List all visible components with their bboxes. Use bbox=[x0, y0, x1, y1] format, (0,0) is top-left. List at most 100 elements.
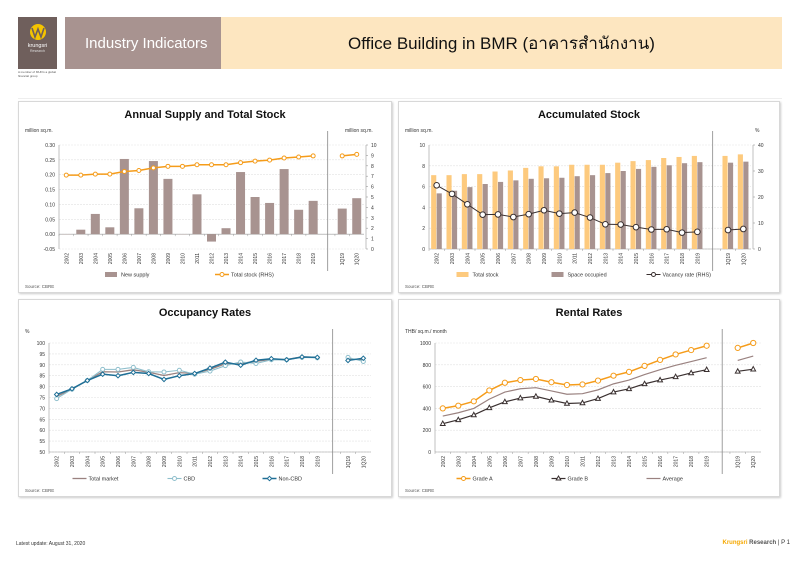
legend-cbd-label: CBD bbox=[184, 477, 196, 483]
legend-new-supply-swatch bbox=[105, 272, 117, 277]
chart-title: Occupancy Rates bbox=[158, 307, 252, 319]
x-tick-label: 2009 bbox=[549, 456, 555, 467]
y2-tick-label: 6 bbox=[371, 185, 374, 191]
point-grade-b bbox=[687, 369, 695, 376]
point-total-stock bbox=[194, 162, 200, 168]
point-vacancy-rate bbox=[571, 209, 578, 216]
y2-tick-label: 10 bbox=[371, 143, 377, 149]
line-total-stock bbox=[66, 155, 314, 176]
chart-source: Source: CBRE bbox=[25, 488, 54, 493]
chart-panel-annual-supply: Annual Supply and Total Stock million sq… bbox=[18, 101, 392, 293]
legend-non-cbd-label: Non-CBD bbox=[279, 477, 303, 483]
point-grade-b bbox=[703, 366, 710, 373]
x-tick-label: 2005 bbox=[101, 456, 107, 467]
x-tick-label: 1Q19 bbox=[736, 456, 742, 468]
bar-new-supply bbox=[90, 213, 100, 235]
point-cbd bbox=[176, 367, 182, 373]
x-tick-label: 2003 bbox=[450, 253, 456, 264]
point-grade-b bbox=[749, 365, 757, 372]
line-grade-a bbox=[442, 345, 707, 410]
footer-brand: Krungsri Research | P 1 bbox=[722, 540, 790, 546]
bar-total-stock bbox=[630, 161, 636, 249]
point-total-stock bbox=[354, 151, 360, 157]
y-axis-label: million sq.m. bbox=[25, 128, 53, 134]
y-tick-label: 100 bbox=[37, 341, 46, 347]
logo-member-text: A member of MUFG a global financial grou… bbox=[18, 70, 57, 78]
point-non-cbd bbox=[176, 372, 183, 379]
point-grade-b bbox=[672, 373, 679, 380]
point-grade-b bbox=[532, 392, 540, 399]
point-grade-b bbox=[594, 394, 602, 401]
point-vacancy-rate bbox=[617, 221, 624, 228]
point-grade-a bbox=[688, 346, 695, 354]
y-tick-label: 10 bbox=[419, 143, 425, 149]
point-total-stock bbox=[136, 167, 142, 173]
y2-tick-label: 8 bbox=[371, 164, 374, 170]
x-tick-label: 1Q19 bbox=[340, 253, 346, 265]
point-non-cbd bbox=[314, 354, 321, 361]
point-non-cbd bbox=[84, 377, 91, 384]
point-non-cbd bbox=[237, 362, 244, 369]
y-tick-label: 1000 bbox=[420, 341, 431, 347]
y-tick-label: 0.30 bbox=[45, 143, 55, 149]
point-grade-b bbox=[625, 385, 633, 392]
legend-grade-b-label: Grade B bbox=[568, 477, 589, 483]
y2-tick-label: 40 bbox=[758, 143, 764, 149]
bar-total-stock bbox=[615, 162, 621, 249]
legend-average-label: Average bbox=[663, 477, 683, 483]
point-non-cbd bbox=[299, 354, 305, 360]
line-average-quarterly bbox=[737, 355, 754, 362]
point-grade-b bbox=[641, 380, 648, 387]
y-tick-label: 0 bbox=[422, 247, 425, 253]
x-tick-label: 2002 bbox=[441, 456, 447, 467]
x-tick-label: 2015 bbox=[253, 253, 259, 264]
y-tick-label: 6 bbox=[422, 185, 425, 191]
legend-total-stock-label: Total stock bbox=[473, 273, 499, 279]
x-tick-label: 2011 bbox=[195, 253, 201, 264]
bar-total-stock bbox=[538, 166, 544, 249]
y2-tick-label: 7 bbox=[371, 174, 374, 180]
point-non-cbd bbox=[130, 369, 137, 376]
point-total-stock bbox=[107, 171, 113, 177]
bar-new-supply bbox=[294, 209, 304, 235]
point-grade-b bbox=[470, 411, 478, 418]
point-grade-a bbox=[548, 379, 555, 386]
x-tick-label: 2017 bbox=[665, 253, 671, 264]
point-vacancy-rate bbox=[433, 182, 440, 189]
y2-axis-label: million sq.m. bbox=[345, 128, 373, 134]
x-tick-label: 2011 bbox=[193, 456, 199, 467]
y-axis-label: THB/ sq.m./ month bbox=[405, 329, 447, 335]
point-vacancy-rate bbox=[602, 221, 609, 228]
x-tick-label: 2010 bbox=[565, 456, 571, 467]
chart-panel-accumulated-stock: Accumulated Stock million sq.m.% 10 8 6 4 2 0 4… bbox=[398, 101, 780, 293]
point-vacancy-rate bbox=[678, 229, 686, 236]
bar-space-occupied bbox=[666, 165, 672, 249]
point-non-cbd bbox=[69, 385, 75, 392]
x-tick-label: 2007 bbox=[131, 456, 137, 467]
chart-source: Source: CBRE bbox=[405, 488, 434, 493]
point-grade-a bbox=[703, 342, 710, 349]
legend-total-stock-rhs-marker bbox=[219, 272, 225, 277]
point-grade-b bbox=[656, 376, 664, 383]
point-grade-a bbox=[517, 376, 524, 384]
page-title: Office Building in BMR (อาคารสำนักงาน) bbox=[221, 17, 782, 69]
bar-total-stock bbox=[446, 175, 452, 249]
y-tick-label: 2 bbox=[422, 226, 425, 232]
chart-panel-occupancy-rates: Occupancy Rates % 100 95 90 85 80 75 70 65 60 55 50… bbox=[18, 299, 392, 497]
y-tick-label: 200 bbox=[423, 428, 432, 434]
x-tick-label: 2002 bbox=[55, 456, 61, 467]
x-tick-label: 2005 bbox=[481, 253, 487, 264]
point-grade-a bbox=[563, 381, 571, 389]
y-tick-label: 0.05 bbox=[45, 217, 55, 223]
x-tick-label: 2018 bbox=[300, 456, 306, 467]
bar-space-occupied bbox=[513, 180, 519, 249]
point-total-stock bbox=[310, 153, 316, 159]
x-tick-label: 2003 bbox=[70, 456, 76, 467]
bar-total-stock bbox=[645, 160, 651, 249]
bar-new-supply bbox=[221, 228, 231, 235]
bar-new-supply bbox=[308, 200, 318, 235]
x-tick-label: 2016 bbox=[658, 456, 664, 467]
bar-total-stock bbox=[569, 164, 575, 249]
bar-new-supply bbox=[192, 194, 202, 235]
bar-total-stock bbox=[492, 171, 498, 249]
